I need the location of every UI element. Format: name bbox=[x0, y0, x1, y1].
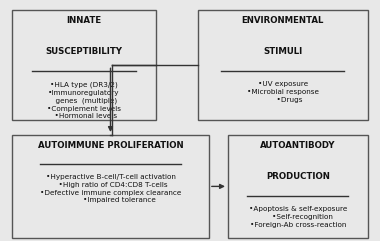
Bar bbox=[198, 10, 368, 120]
Text: •Apoptosis & self-exposure
    •Self-recognition
•Foreign-Ab cross-reaction: •Apoptosis & self-exposure •Self-recogni… bbox=[249, 206, 347, 228]
Bar bbox=[228, 135, 368, 238]
Text: INNATE: INNATE bbox=[66, 16, 101, 25]
Text: •UV exposure
•Microbial response
      •Drugs: •UV exposure •Microbial response •Drugs bbox=[247, 81, 319, 103]
Text: AUTOANTIBODY: AUTOANTIBODY bbox=[260, 141, 336, 150]
Text: ENVIRONMENTAL: ENVIRONMENTAL bbox=[242, 16, 324, 25]
Text: AUTOIMMUNE PROLIFERATION: AUTOIMMUNE PROLIFERATION bbox=[38, 141, 183, 150]
Text: STIMULI: STIMULI bbox=[263, 47, 302, 56]
Text: •HLA type (DR3/2)
•Immunoregulatory
  genes  (multiple)
•Complement levels
  •Ho: •HLA type (DR3/2) •Immunoregulatory gene… bbox=[47, 81, 121, 120]
Bar bbox=[12, 10, 156, 120]
Text: •Hyperactive B-cell/T-cell activation
  •High ratio of CD4:CD8 T-cells
•Defectiv: •Hyperactive B-cell/T-cell activation •H… bbox=[40, 174, 181, 203]
Text: PRODUCTION: PRODUCTION bbox=[266, 172, 330, 181]
Bar bbox=[12, 135, 209, 238]
Text: SUSCEPTIBILITY: SUSCEPTIBILITY bbox=[46, 47, 122, 56]
